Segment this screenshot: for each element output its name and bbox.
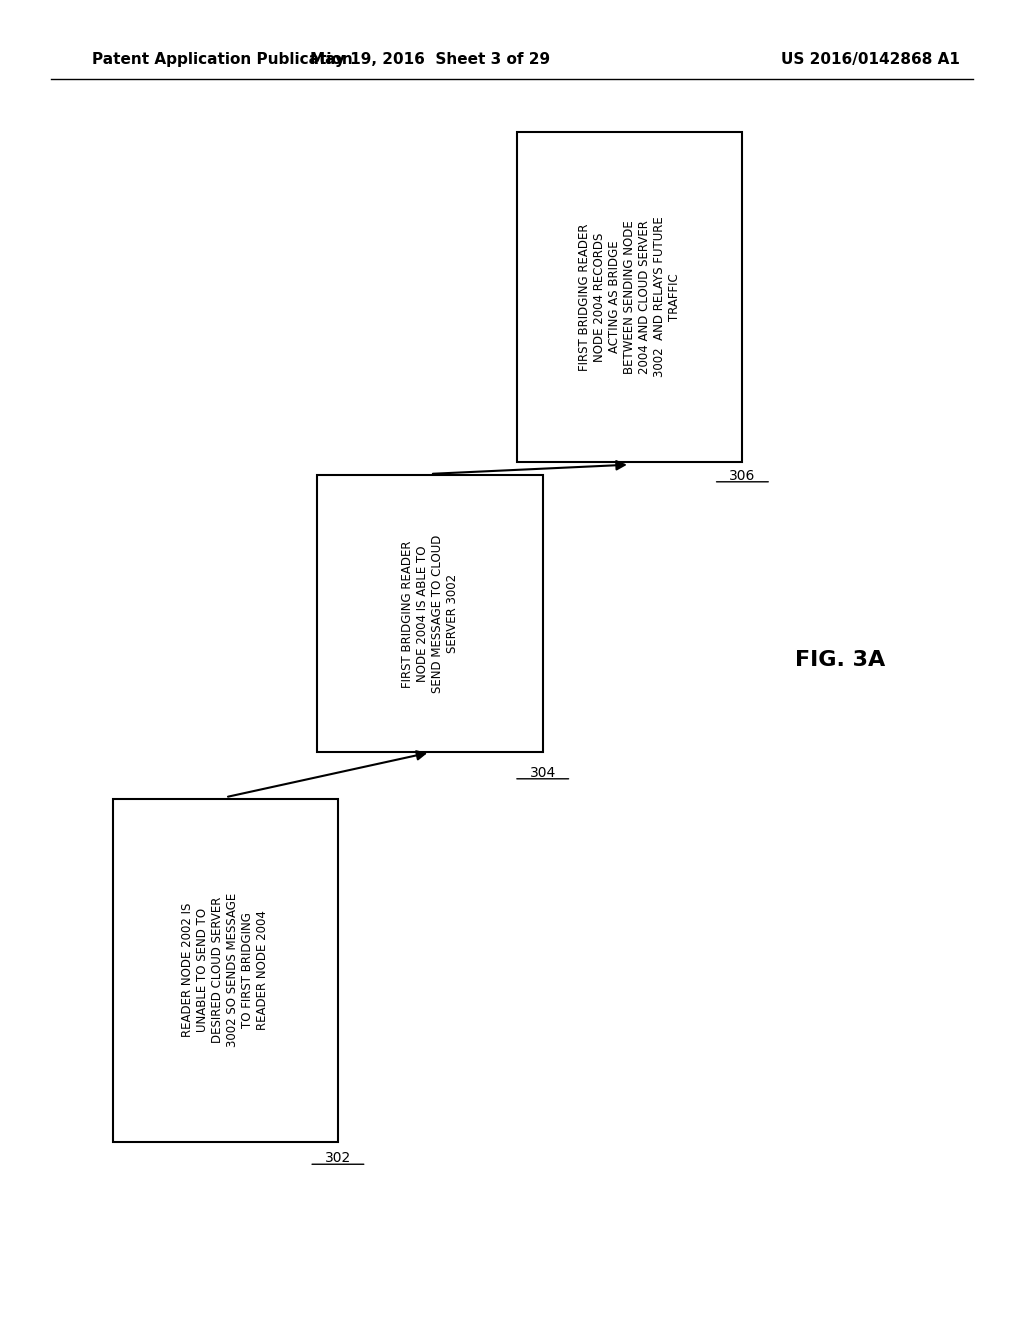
Text: 302: 302 xyxy=(325,1151,351,1166)
Text: FIG. 3A: FIG. 3A xyxy=(795,649,885,671)
FancyBboxPatch shape xyxy=(517,132,742,462)
Text: May 19, 2016  Sheet 3 of 29: May 19, 2016 Sheet 3 of 29 xyxy=(310,51,550,67)
Text: READER NODE 2002 IS
UNABLE TO SEND TO
DESIRED CLOUD SERVER
3002 SO SENDS MESSAGE: READER NODE 2002 IS UNABLE TO SEND TO DE… xyxy=(181,894,269,1047)
FancyBboxPatch shape xyxy=(317,475,543,752)
Text: FIRST BRIDGING READER
NODE 2004 IS ABLE TO
SEND MESSAGE TO CLOUD
SERVER 3002: FIRST BRIDGING READER NODE 2004 IS ABLE … xyxy=(401,535,459,693)
Text: 306: 306 xyxy=(729,469,756,483)
Text: 304: 304 xyxy=(529,766,556,780)
Text: FIRST BRIDGING READER
NODE 2004 RECORDS
ACTING AS BRIDGE
BETWEEN SENDING NODE
20: FIRST BRIDGING READER NODE 2004 RECORDS … xyxy=(579,216,681,378)
Text: US 2016/0142868 A1: US 2016/0142868 A1 xyxy=(781,51,959,67)
FancyBboxPatch shape xyxy=(113,799,338,1142)
Text: Patent Application Publication: Patent Application Publication xyxy=(92,51,353,67)
